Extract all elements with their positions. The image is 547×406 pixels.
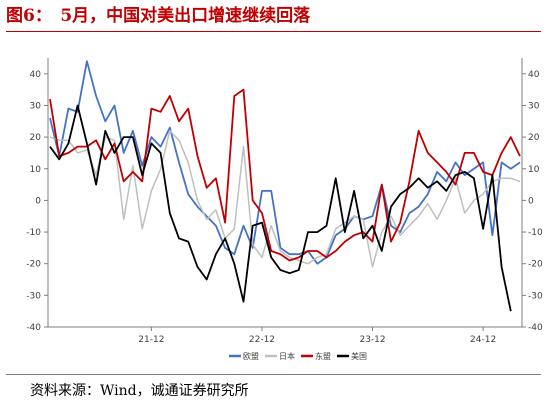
- series-line-japan: [49, 130, 521, 268]
- legend-label-japan: 日本: [279, 351, 295, 361]
- y-tick-label-left: 40: [30, 70, 42, 80]
- x-tick-label: 22-12: [249, 335, 275, 345]
- y-tick-label-right: 0: [528, 196, 534, 206]
- figure-title: 图6： 5月，中国对美出口增速继续回落: [6, 6, 311, 26]
- x-tick-label: 24-12: [470, 335, 496, 345]
- line-chart: -40 -40 -30 -30 -20 -20 -10 -10 0 0 10 10 20 20 30 30 40…: [26, 58, 543, 361]
- legend-label-eu: 欧盟: [243, 351, 259, 361]
- y-tick-label-left: 30: [30, 101, 42, 111]
- y-tick-label-left: -20: [26, 260, 41, 270]
- chart-series-lines: [49, 60, 521, 312]
- series-line-usa: [49, 104, 512, 312]
- y-tick-label-right: -40: [528, 323, 543, 333]
- source-rule: [6, 374, 541, 375]
- series-line-asean: [49, 88, 521, 262]
- series-line-eu: [49, 60, 521, 265]
- chart-axes: -40 -40 -30 -30 -20 -20 -10 -10 0 0 10 10 20 20 30 30 40…: [26, 58, 543, 345]
- y-tick-label-right: 20: [528, 133, 540, 143]
- y-tick-label-right: -20: [528, 260, 543, 270]
- legend-label-asean: 东盟: [315, 351, 331, 361]
- legend-label-usa: 美国: [351, 351, 367, 361]
- chart-legend: 欧盟 日本 东盟 美国: [229, 351, 367, 361]
- y-tick-label-right: -10: [528, 228, 543, 238]
- y-tick-label-right: 30: [528, 101, 540, 111]
- y-tick-label-left: 20: [30, 133, 42, 143]
- y-tick-label-left: 10: [30, 165, 42, 175]
- y-tick-label-left: -30: [26, 291, 41, 301]
- x-tick-label: 21-12: [138, 335, 164, 345]
- y-tick-label-right: -30: [528, 291, 543, 301]
- y-tick-label-right: 10: [528, 165, 540, 175]
- y-tick-label-left: 0: [35, 196, 41, 206]
- source-note: 资料来源：Wind，诚通证券研究所: [30, 383, 249, 399]
- title-rule: [6, 31, 541, 32]
- x-tick-label: 23-12: [359, 335, 385, 345]
- y-tick-label-left: -10: [26, 228, 41, 238]
- y-tick-label-right: 40: [528, 70, 540, 80]
- y-tick-label-left: -40: [26, 323, 41, 333]
